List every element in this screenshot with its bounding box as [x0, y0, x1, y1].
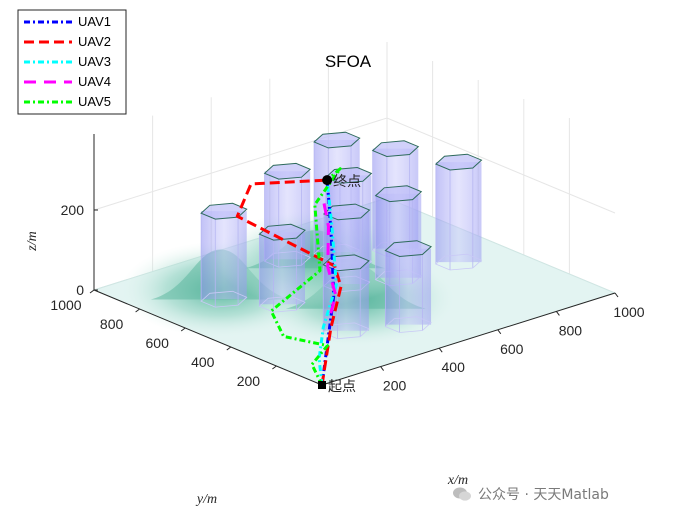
legend-label: UAV1: [78, 14, 111, 29]
watermark-text: 公众号 · 天天Matlab: [478, 487, 609, 503]
uav-path-uav3: [317, 179, 338, 386]
tower-top: [371, 140, 420, 158]
tower-top: [313, 131, 361, 149]
end-label: 终点: [333, 174, 361, 190]
y-tick-mark: [135, 308, 140, 313]
tower-base: [435, 253, 483, 271]
y-tick-label: 800: [100, 316, 124, 332]
y-tick-mark: [180, 327, 186, 332]
tower-top: [200, 202, 248, 220]
obstacle-tower: [258, 223, 306, 313]
tower-body: [385, 248, 432, 325]
y-tick-label: 200: [237, 373, 261, 389]
tower-body: [259, 232, 306, 305]
obstacle-tower: [384, 240, 433, 333]
start-label: 起点: [328, 379, 356, 395]
y-axis-line: [93, 289, 323, 386]
x-tick-label: 200: [383, 378, 407, 394]
y-axis-label: y/m: [195, 492, 217, 507]
watermark: 公众号 · 天天Matlab: [452, 484, 609, 504]
y-tick-label: 1000: [50, 297, 81, 313]
back-pane-x: [387, 42, 615, 293]
legend-label: UAV4: [78, 74, 111, 89]
chart-title: SFOA: [325, 52, 372, 71]
x-tick-mark: [380, 366, 385, 371]
y-tick-mark: [272, 365, 277, 370]
obstacle-tower: [434, 153, 483, 271]
z-tick-label: 0: [76, 282, 84, 298]
x-tick-label: 1000: [613, 304, 644, 320]
x-axis-label: x/m: [447, 473, 468, 488]
tower-base: [384, 316, 432, 333]
y-tick-mark: [226, 346, 232, 351]
obstacle-tower: [200, 202, 248, 308]
legend-label: UAV3: [78, 54, 111, 69]
y-tick-mark: [89, 289, 95, 294]
x-tick-mark: [497, 329, 502, 335]
tower-body: [201, 211, 247, 300]
tower-top: [434, 153, 483, 171]
x-tick-mark: [438, 347, 443, 353]
tower-top: [258, 223, 306, 241]
x-tick-mark: [556, 311, 560, 316]
x-tick-mark: [614, 292, 619, 298]
tower-top: [322, 203, 371, 221]
tower-top: [374, 185, 423, 203]
end-marker: [322, 175, 333, 186]
y-tick-label: 400: [191, 354, 215, 370]
grid-line: [93, 117, 616, 214]
tower-body: [435, 162, 482, 263]
legend: UAV1 UAV2 UAV3 UAV4 UAV5: [17, 9, 127, 115]
tower-top: [263, 162, 312, 180]
tower-base: [200, 290, 248, 308]
tower-top: [384, 240, 433, 258]
plot-scene: 起点 终点: [200, 131, 483, 395]
start-marker: [318, 381, 326, 389]
tower-base: [258, 295, 306, 313]
x-tick-label: 400: [442, 359, 466, 375]
x-tick-label: 600: [500, 341, 524, 357]
x-tick-label: 800: [559, 322, 583, 338]
z-axis-label: z/m: [25, 231, 40, 251]
legend-label: UAV2: [78, 34, 111, 49]
back-pane-y: [94, 42, 387, 290]
x-axis-line: [321, 292, 616, 386]
uav-path-uav5: [269, 167, 342, 386]
wechat-logo-icon: [453, 487, 471, 501]
y-tick-label: 600: [146, 335, 170, 351]
uav-path-uav4: [321, 199, 338, 314]
z-tick-label: 200: [61, 202, 85, 218]
legend-label: UAV5: [78, 94, 111, 109]
